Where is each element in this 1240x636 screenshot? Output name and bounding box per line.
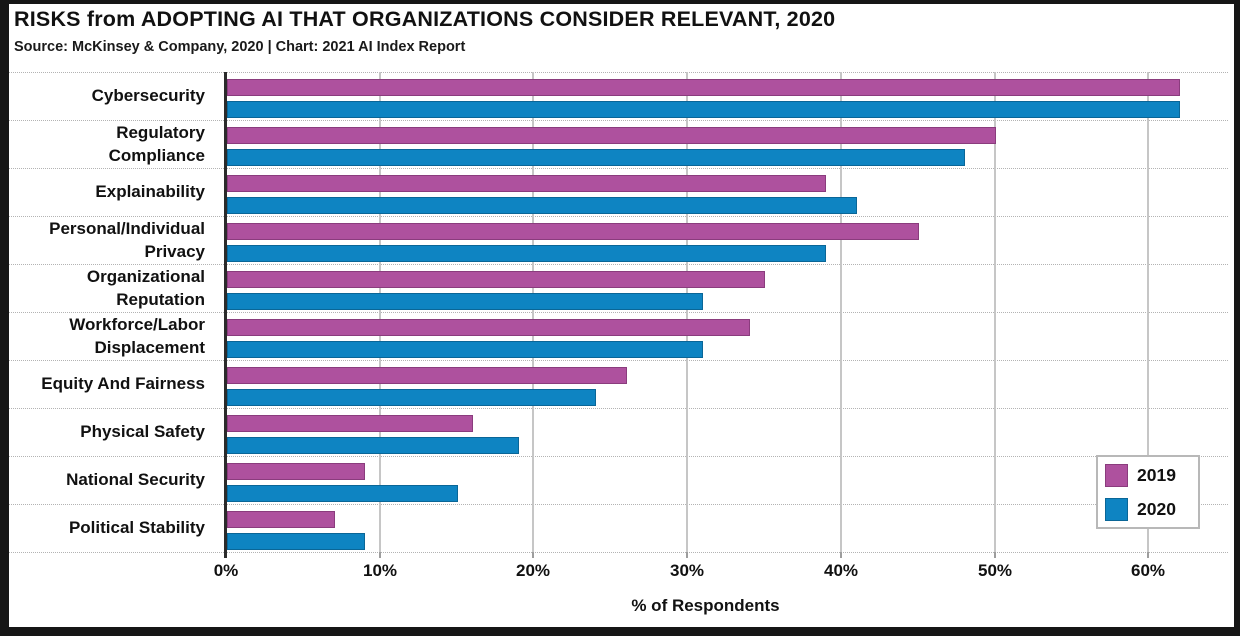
- bar-2020: [227, 101, 1180, 118]
- category-label: Organizational Reputation: [86, 266, 205, 309]
- frame-border-bottom: [0, 627, 1240, 636]
- row-separator: [8, 360, 1228, 361]
- x-tick-mark: [1147, 552, 1149, 558]
- bar-2020: [227, 197, 857, 214]
- category-label: Cybersecurity: [91, 86, 205, 106]
- legend-label: 2019: [1137, 465, 1176, 485]
- row-separator: [8, 264, 1228, 265]
- legend-swatch-2020: [1105, 498, 1128, 521]
- x-axis-label: % of Respondents: [631, 596, 780, 615]
- row-separator: [8, 552, 1228, 553]
- x-tick-mark: [686, 552, 688, 558]
- gridline-20: [532, 72, 534, 552]
- legend-swatch-2019: [1105, 464, 1128, 487]
- bar-2019: [227, 319, 750, 336]
- frame-border-right: [1234, 0, 1240, 636]
- category-label: National Security: [66, 470, 205, 490]
- row-separator: [8, 312, 1228, 313]
- category-label: Political Stability: [68, 518, 205, 538]
- x-tick-label: 20%: [515, 561, 551, 580]
- row-separator: [8, 456, 1228, 457]
- x-tick-mark: [840, 552, 842, 558]
- x-tick-label: 40%: [823, 561, 859, 580]
- bar-2019: [227, 415, 473, 432]
- y-axis-line: [224, 72, 227, 558]
- bar-2019: [227, 175, 826, 192]
- x-tick-label: 60%: [1130, 561, 1166, 580]
- bar-2020: [227, 149, 965, 166]
- bar-2019: [227, 127, 996, 144]
- x-tick-label: 50%: [977, 561, 1013, 580]
- bar-2020: [227, 437, 519, 454]
- bar-2020: [227, 533, 365, 550]
- bar-2020: [227, 293, 703, 310]
- category-label: Physical Safety: [80, 422, 205, 442]
- frame-border-top: [0, 0, 1240, 4]
- row-separator: [8, 408, 1228, 409]
- plot-area: [226, 72, 1185, 552]
- gridline-40: [840, 72, 842, 552]
- category-label: Personal/Individual Privacy: [49, 218, 205, 261]
- frame-border-left: [0, 0, 9, 636]
- source-line: Source: McKinsey & Company, 2020 | Chart…: [14, 39, 466, 55]
- page-title: RISKS from ADOPTING AI THAT ORGANIZATION…: [14, 7, 836, 31]
- row-separator: [8, 168, 1228, 169]
- x-tick-label: 30%: [669, 561, 705, 580]
- bar-2019: [227, 223, 919, 240]
- category-label: Workforce/Labor Displacement: [69, 314, 205, 357]
- legend: 2019 2020: [1096, 455, 1200, 529]
- row-separator: [8, 216, 1228, 217]
- bar-2019: [227, 367, 627, 384]
- bar-2020: [227, 389, 596, 406]
- x-tick-mark: [379, 552, 381, 558]
- x-tick-label: 0%: [213, 561, 239, 580]
- category-label: Explainability: [95, 182, 205, 202]
- legend-entry-2020: 2020: [1105, 498, 1193, 521]
- row-separator: [8, 504, 1228, 505]
- gridline-10: [379, 72, 381, 552]
- category-label: Regulatory Compliance: [108, 122, 205, 165]
- bar-2019: [227, 79, 1180, 96]
- legend-entry-2019: 2019: [1105, 464, 1193, 487]
- category-label: Equity And Fairness: [41, 374, 205, 394]
- bar-2020: [227, 245, 826, 262]
- row-separator: [8, 120, 1228, 121]
- bar-2019: [227, 511, 335, 528]
- row-separator: [8, 72, 1228, 73]
- x-tick-label: 10%: [362, 561, 398, 580]
- bar-2019: [227, 463, 365, 480]
- bar-2020: [227, 485, 458, 502]
- x-tick-mark: [994, 552, 996, 558]
- gridline-30: [686, 72, 688, 552]
- legend-label: 2020: [1137, 499, 1176, 519]
- gridline-60: [1147, 72, 1149, 552]
- bar-2020: [227, 341, 703, 358]
- x-tick-mark: [532, 552, 534, 558]
- bar-2019: [227, 271, 765, 288]
- gridline-50: [994, 72, 996, 552]
